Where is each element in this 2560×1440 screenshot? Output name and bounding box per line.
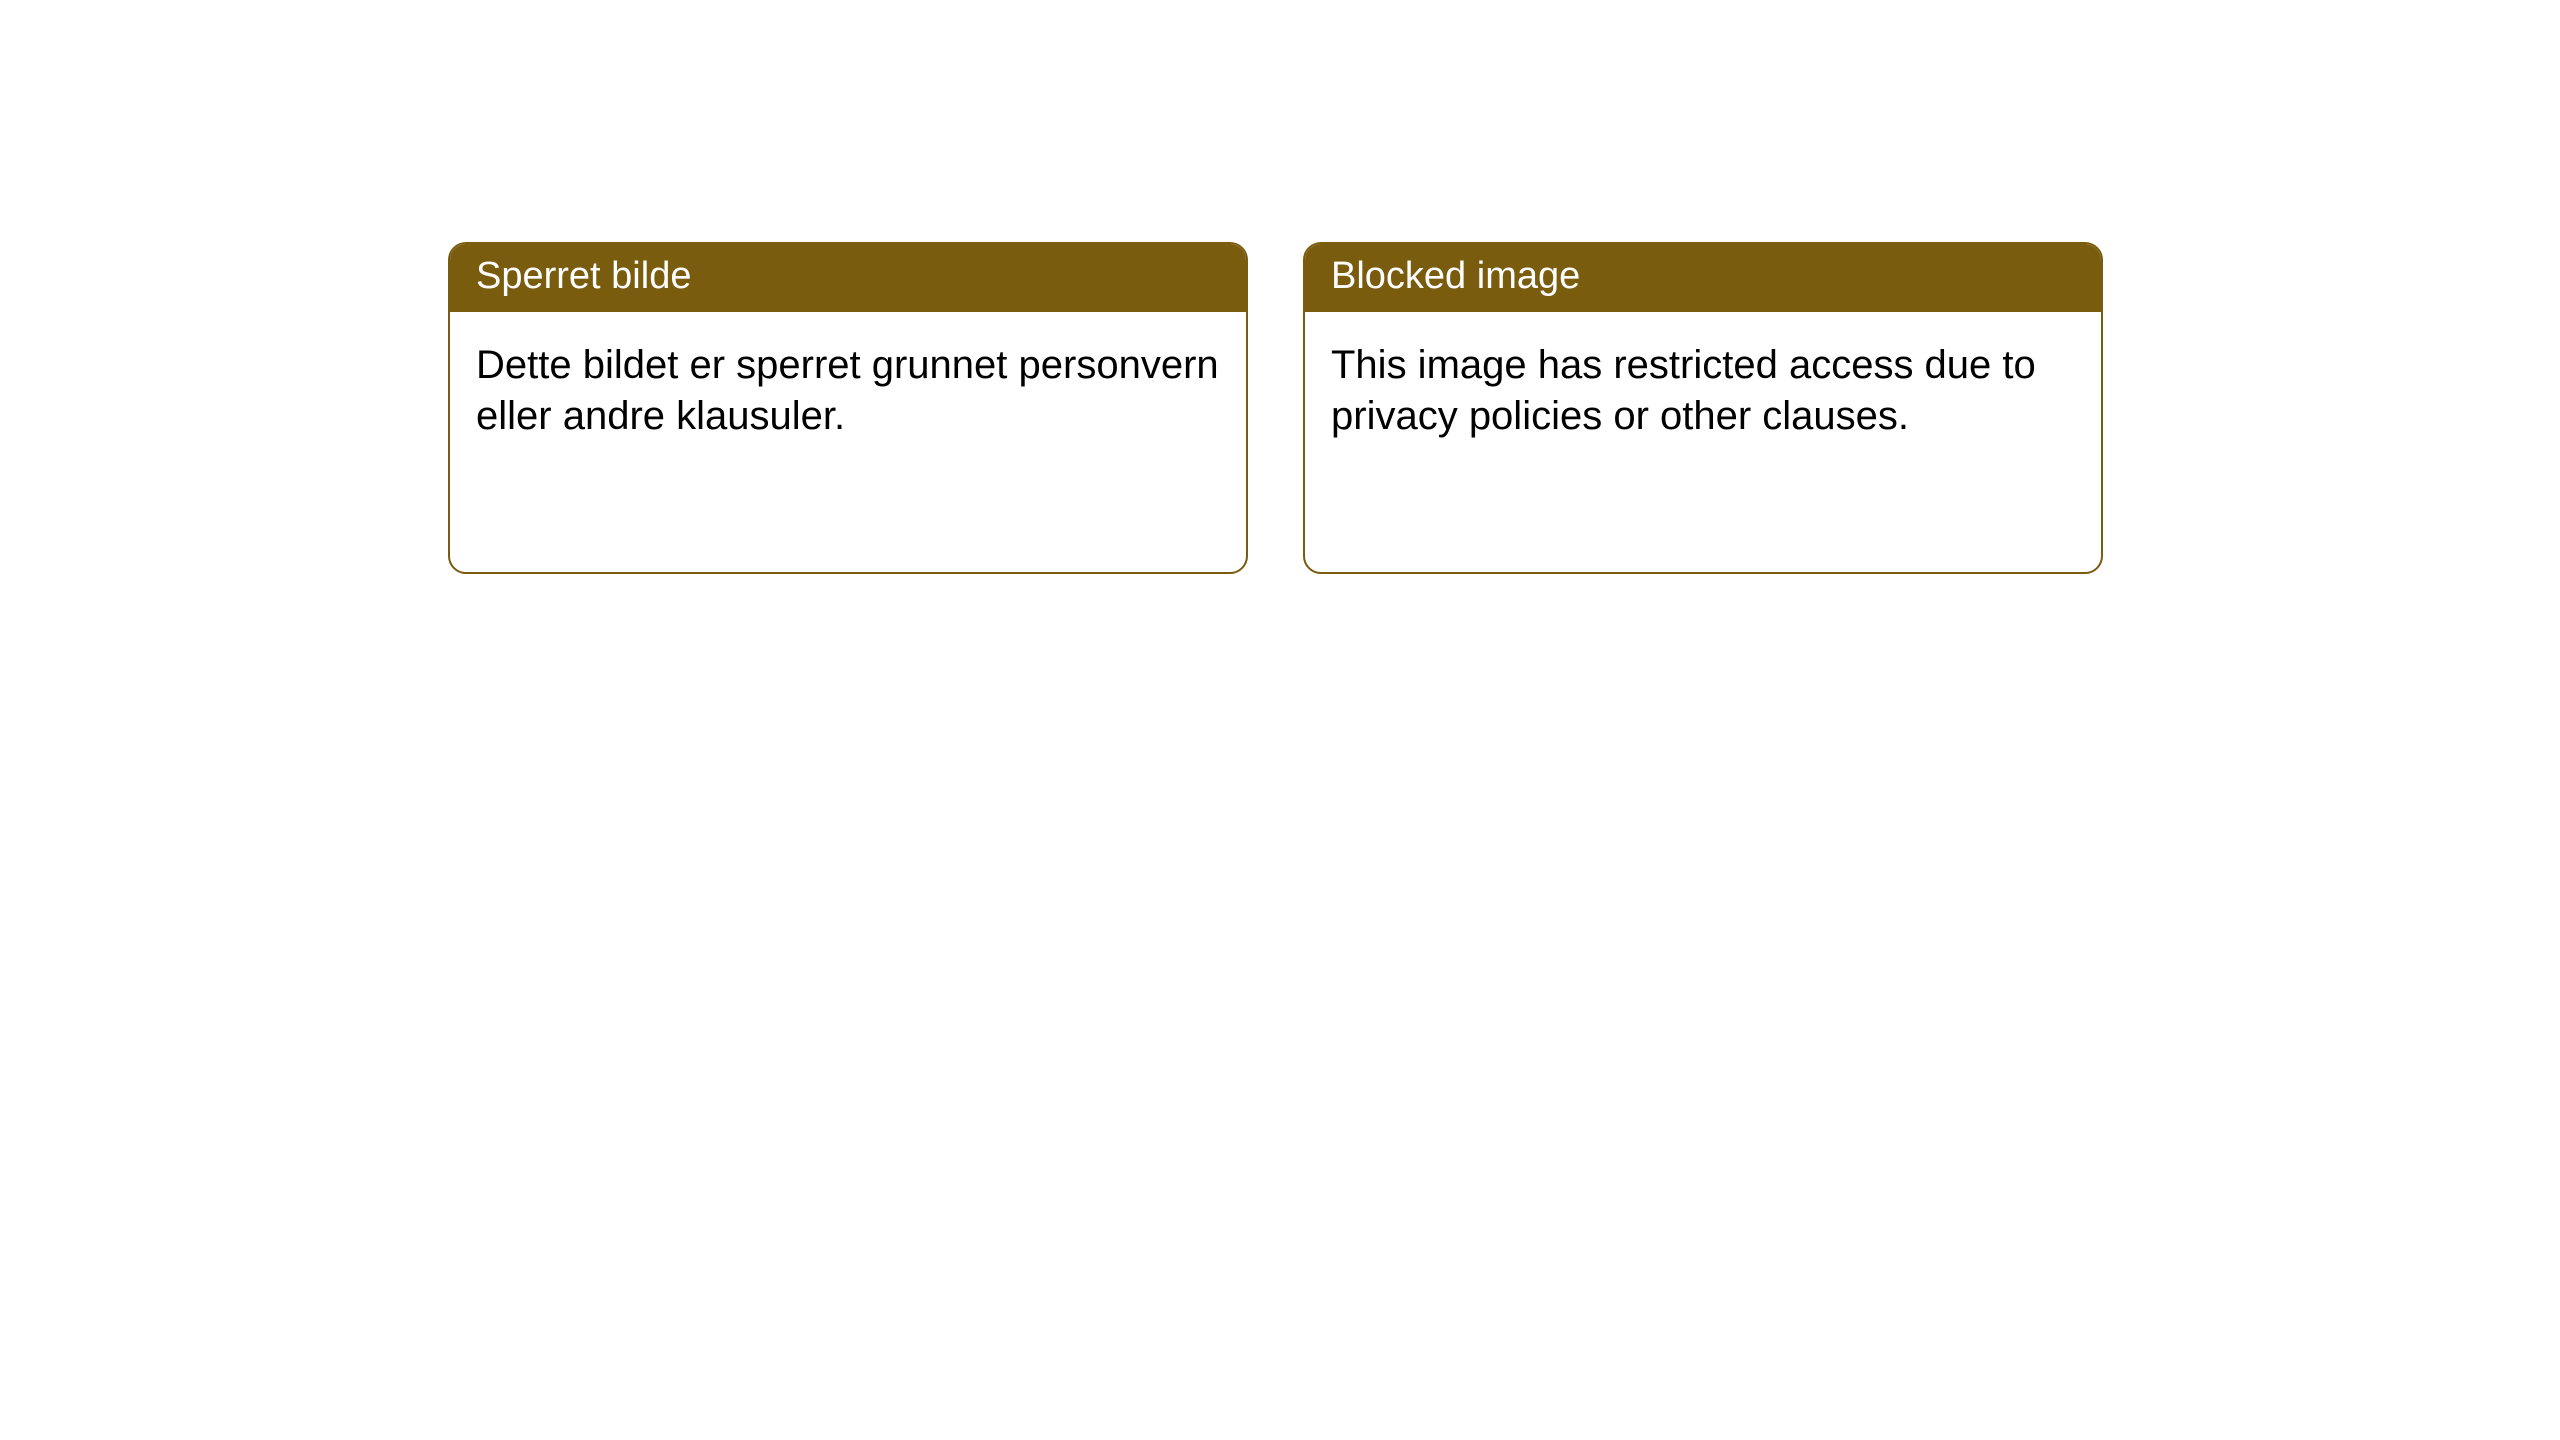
- card-body-text: Dette bildet er sperret grunnet personve…: [450, 312, 1246, 572]
- cards-container: Sperret bilde Dette bildet er sperret gr…: [448, 242, 2103, 574]
- info-card-norwegian: Sperret bilde Dette bildet er sperret gr…: [448, 242, 1248, 574]
- card-header-title: Sperret bilde: [450, 244, 1246, 312]
- card-header-title: Blocked image: [1305, 244, 2101, 312]
- card-body-text: This image has restricted access due to …: [1305, 312, 2101, 572]
- info-card-english: Blocked image This image has restricted …: [1303, 242, 2103, 574]
